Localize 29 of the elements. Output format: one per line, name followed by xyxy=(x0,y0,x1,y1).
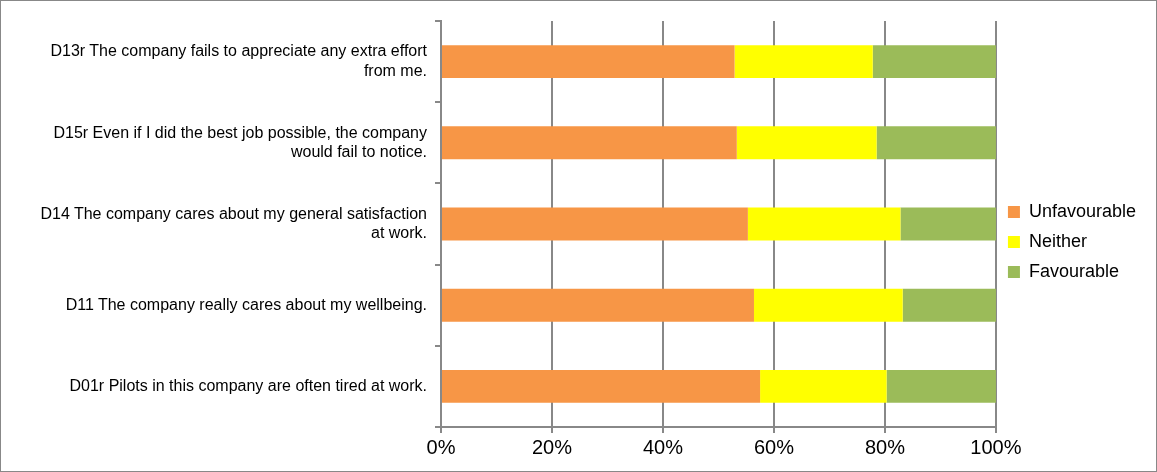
bar xyxy=(736,126,877,160)
bar xyxy=(876,126,996,160)
legend-label: Favourable xyxy=(1028,260,1119,281)
bar xyxy=(442,126,737,160)
bar xyxy=(886,369,996,403)
bar xyxy=(760,369,887,403)
bar xyxy=(900,207,996,241)
y-tick-label: D11 The company really cares about my wellbeing. xyxy=(65,295,427,313)
y-tick-label: D01r Pilots in this company are often tired at work. xyxy=(69,376,427,394)
bar xyxy=(747,207,901,241)
x-tick-label: 100% xyxy=(970,435,1022,458)
bar xyxy=(442,369,761,403)
bar xyxy=(872,45,996,79)
x-tick-label: 40% xyxy=(642,435,684,458)
bar xyxy=(442,45,735,79)
legend-label: Unfavourable xyxy=(1028,200,1137,221)
y-tick-label: D14 The company cares about my general satisfaction at work. xyxy=(40,204,427,242)
bar xyxy=(753,288,903,322)
x-tick-label: 60% xyxy=(753,435,795,458)
bar xyxy=(902,288,996,322)
y-tick-label: D15r Even if I did the best job possible, the company would fail to notice. xyxy=(53,123,427,160)
x-tick-label: 20% xyxy=(531,435,573,458)
bar xyxy=(442,207,748,241)
legend-label: Neither xyxy=(1028,230,1087,251)
bar xyxy=(442,288,754,322)
x-tick-label: 0% xyxy=(426,435,456,458)
bar xyxy=(734,45,873,79)
x-tick-label: 80% xyxy=(864,435,906,458)
y-tick-label: D13r The company fails to appreciate any extra effort from me. xyxy=(50,42,428,79)
